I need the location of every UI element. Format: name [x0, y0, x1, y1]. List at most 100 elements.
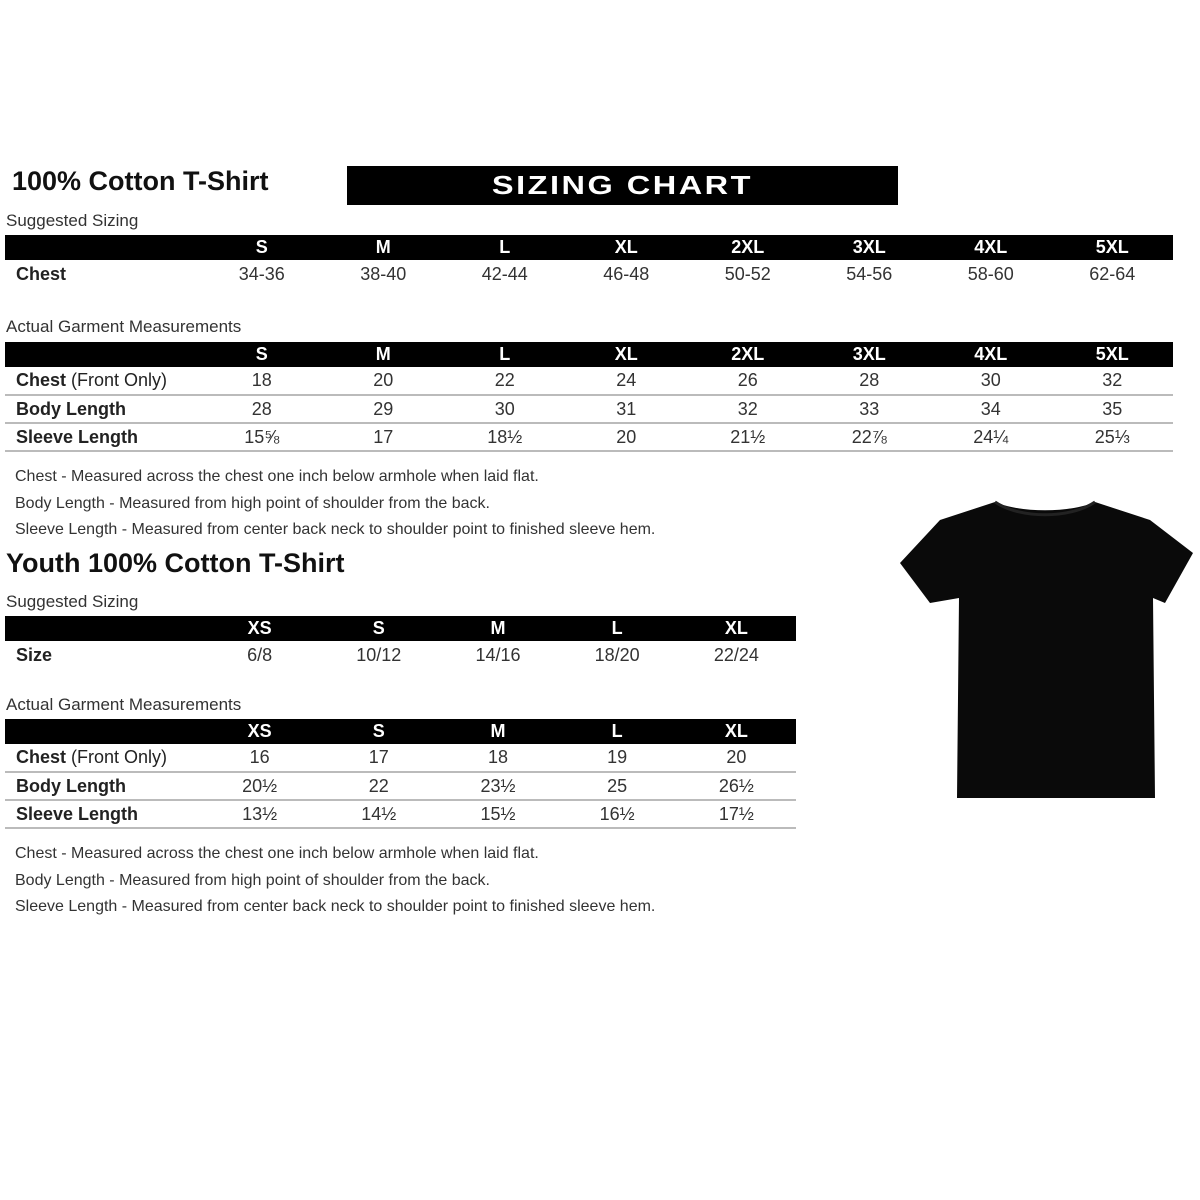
size-header: L	[557, 616, 677, 641]
cell-value: 28	[808, 367, 930, 396]
cell-value: 34	[930, 395, 1052, 424]
size-header: L	[557, 719, 677, 744]
size-header: M	[438, 719, 558, 744]
cell-value: 22	[319, 772, 439, 801]
size-header: 4XL	[930, 342, 1052, 367]
adult-suggested-label: Suggested Sizing	[6, 211, 139, 230]
cell-value: 14/16	[475, 644, 521, 665]
cell-value: 18/20	[594, 644, 640, 665]
cell-value: 22	[444, 367, 566, 396]
cell-value: 32	[1051, 367, 1173, 396]
cell-value: 35	[1051, 395, 1173, 424]
cell-value: 32	[687, 395, 809, 424]
cell-value: 31	[565, 395, 687, 424]
cell-value: 14½	[319, 800, 439, 829]
cell-value: 20	[676, 744, 796, 773]
size-header: 3XL	[808, 342, 930, 367]
table-row: Body Length 28 29 30 31 32 33 34 35	[5, 395, 1173, 424]
cell-value: 30	[444, 395, 566, 424]
size-header: 2XL	[687, 235, 809, 260]
cell-value: 24	[565, 367, 687, 396]
cell-value: 21½	[687, 423, 809, 452]
cell-value: 22⅞	[808, 423, 930, 452]
cell-value: 22/24	[713, 644, 759, 665]
black-tshirt-icon	[900, 500, 1193, 798]
cell-value: 19	[557, 744, 677, 773]
table-row: Chest 34-36 38-40 42-44 46-48 50-52 54-56 58-60…	[5, 260, 1173, 288]
table-row: Chest (Front Only) 18 20 22 24 26 28 30 32	[5, 367, 1173, 396]
row-label: Sleeve Length	[5, 800, 200, 829]
note-body-length: Body Length - Measured from high point o…	[15, 494, 490, 512]
cell-value: 18½	[444, 423, 566, 452]
cell-value: 26	[687, 367, 809, 396]
size-header-row: S M L XL 2XL 3XL 4XL 5XL	[5, 235, 1173, 260]
row-label: Size	[16, 644, 53, 665]
table-row: Sleeve Length 13½ 14½ 15½ 16½ 17½	[5, 800, 796, 829]
table-row: Chest (Front Only) 16 17 18 19 20	[5, 744, 796, 773]
size-header-row: S M L XL 2XL 3XL 4XL 5XL	[5, 342, 1173, 367]
cell-value: 34-36	[238, 263, 285, 284]
note-chest: Chest - Measured across the chest one in…	[15, 468, 539, 485]
cell-value: 58-60	[967, 263, 1014, 284]
row-label-note: (Front Only)	[71, 370, 168, 390]
note-body-length: Body Length - Measured from high point o…	[15, 871, 490, 889]
cell-value: 62-64	[1089, 263, 1136, 284]
cell-value: 54-56	[846, 263, 893, 284]
cell-value: 46-48	[603, 263, 650, 284]
size-header: L	[444, 342, 566, 367]
size-header: 3XL	[808, 235, 930, 260]
size-header: M	[322, 342, 444, 367]
cell-value: 18	[438, 744, 558, 773]
cell-value: 20½	[200, 772, 320, 801]
cell-value: 10/12	[356, 644, 402, 665]
cell-value: 33	[808, 395, 930, 424]
size-header: 2XL	[687, 342, 809, 367]
cell-value: 29	[322, 395, 444, 424]
cell-value: 17½	[676, 800, 796, 829]
cell-value: 13½	[200, 800, 320, 829]
row-label: Chest (Front Only)	[5, 367, 201, 396]
adult-actual-table: S M L XL 2XL 3XL 4XL 5XL Chest (Front Only) 18 20 2…	[5, 342, 1173, 452]
table-row: Size 6/8 10/12 14/16 18/20 22/24	[5, 641, 796, 669]
cell-value: 26½	[676, 772, 796, 801]
size-header: L	[444, 235, 566, 260]
cell-value: 38-40	[360, 263, 407, 284]
cell-value: 25⅓	[1051, 423, 1173, 452]
note-chest: Chest - Measured across the chest one in…	[15, 845, 539, 862]
youth-actual-label: Actual Garment Measurements	[6, 695, 242, 714]
row-label: Chest (Front Only)	[5, 744, 200, 773]
row-label: Body Length	[5, 772, 200, 801]
cell-value: 16	[200, 744, 320, 773]
adult-title: 100% Cotton T-Shirt	[12, 166, 269, 196]
cell-value: 20	[322, 367, 444, 396]
size-header: S	[319, 719, 439, 744]
row-label: Sleeve Length	[5, 423, 201, 452]
note-sleeve-length: Sleeve Length - Measured from center bac…	[15, 521, 656, 538]
size-header: S	[201, 342, 323, 367]
note-sleeve-length: Sleeve Length - Measured from center bac…	[15, 898, 656, 915]
youth-actual-table: XS S M L XL Chest (Front Only) 16 17 18 19 20 Body …	[5, 719, 796, 829]
cell-value: 17	[319, 744, 439, 773]
row-label-note: (Front Only)	[71, 747, 168, 767]
size-header: XL	[565, 342, 687, 367]
size-header: XL	[676, 719, 796, 744]
cell-value: 18	[201, 367, 323, 396]
cell-value: 15½	[438, 800, 558, 829]
youth-suggested-label: Suggested Sizing	[6, 592, 139, 611]
size-header: XS	[200, 616, 320, 641]
size-header: 5XL	[1051, 235, 1173, 260]
cell-value: 6/8	[247, 644, 273, 665]
size-header: XL	[676, 616, 796, 641]
size-header: 4XL	[930, 235, 1052, 260]
cell-value: 23½	[438, 772, 558, 801]
size-header: XS	[200, 719, 320, 744]
cell-value: 15⅝	[201, 423, 323, 452]
size-header-row: XS S M L XL	[5, 719, 796, 744]
size-header-row: XS S M L XL	[5, 616, 796, 641]
cell-value: 20	[565, 423, 687, 452]
cell-value: 16½	[557, 800, 677, 829]
cell-value: 24¼	[930, 423, 1052, 452]
sizing-chart-banner: SIZING CHART	[347, 166, 898, 205]
youth-title: Youth 100% Cotton T-Shirt	[6, 548, 345, 578]
cell-value: 50-52	[724, 263, 771, 284]
